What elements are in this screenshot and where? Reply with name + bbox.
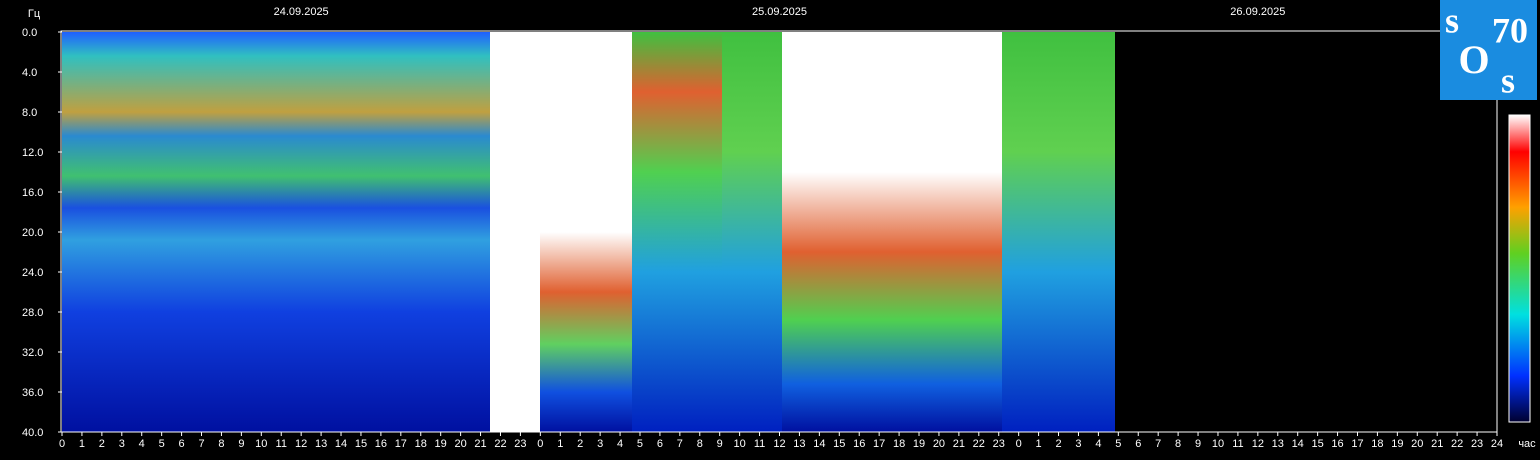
y-tick-label: 36.0 [22, 387, 43, 399]
x-tick-label: 7 [1155, 438, 1161, 450]
x-tick-label: 5 [1115, 438, 1121, 450]
x-tick-label: 22 [494, 438, 506, 450]
x-tick-label: 17 [873, 438, 885, 450]
x-tick-label: 15 [1312, 438, 1324, 450]
x-tick-label: 20 [454, 438, 466, 450]
logo-text: s [1445, 0, 1459, 40]
x-tick-label: 3 [119, 438, 125, 450]
y-tick-label: 4.0 [22, 67, 37, 79]
x-tick-label: 7 [198, 438, 204, 450]
x-tick-label: 9 [238, 438, 244, 450]
x-tick-label: 8 [697, 438, 703, 450]
x-tick-label: 14 [1292, 438, 1304, 450]
x-tick-label: 8 [1175, 438, 1181, 450]
y-tick-label: 24.0 [22, 267, 43, 279]
logo-text: s [1501, 60, 1515, 100]
x-tick-label: 23 [1471, 438, 1483, 450]
x-tick-label: 13 [793, 438, 805, 450]
date-label: 24.09.2025 [274, 6, 329, 18]
x-tick-label: 12 [1252, 438, 1264, 450]
y-tick-label: 28.0 [22, 307, 43, 319]
x-tick-label: 10 [734, 438, 746, 450]
x-tick-label: 19 [913, 438, 925, 450]
x-tick-label: 19 [1391, 438, 1403, 450]
x-tick-label: 18 [893, 438, 905, 450]
x-tick-label: 3 [597, 438, 603, 450]
x-tick-label: 1 [1036, 438, 1042, 450]
x-tick-label: 11 [1232, 438, 1243, 450]
y-axis-label: Гц [28, 8, 41, 20]
x-tick-label: 18 [1371, 438, 1383, 450]
x-tick-label: 10 [1212, 438, 1224, 450]
x-tick-label: 6 [1135, 438, 1141, 450]
x-axis-label: час [1518, 438, 1536, 450]
date-label: 25.09.2025 [752, 6, 807, 18]
x-tick-label: 12 [773, 438, 785, 450]
x-tick-label: 13 [315, 438, 327, 450]
x-tick-label: 0 [1016, 438, 1022, 450]
x-tick-label: 10 [255, 438, 267, 450]
x-tick-label: 20 [933, 438, 945, 450]
x-tick-label: 1 [557, 438, 563, 450]
logo: s 70 O s [1440, 0, 1537, 100]
x-tick-label: 21 [953, 438, 965, 450]
x-tick-label: 16 [853, 438, 865, 450]
x-tick-label: 22 [1451, 438, 1463, 450]
date-label: 26.09.2025 [1230, 6, 1285, 18]
x-tick-label: 24 [1491, 438, 1503, 450]
x-tick-label: 5 [637, 438, 643, 450]
x-tick-label: 4 [617, 438, 623, 450]
x-tick-label: 16 [1331, 438, 1343, 450]
y-tick-label: 8.0 [22, 107, 37, 119]
x-tick-label: 5 [159, 438, 165, 450]
logo-text: O [1458, 37, 1489, 82]
colorbar [1508, 114, 1531, 423]
x-tick-label: 19 [435, 438, 447, 450]
x-tick-label: 2 [577, 438, 583, 450]
x-tick-label: 4 [139, 438, 145, 450]
y-tick-label: 32.0 [22, 347, 43, 359]
spectrogram [62, 32, 1115, 432]
x-tick-label: 23 [514, 438, 526, 450]
x-tick-label: 6 [657, 438, 663, 450]
x-tick-label: 14 [813, 438, 825, 450]
x-tick-label: 11 [754, 438, 765, 450]
y-tick-label: 16.0 [22, 187, 43, 199]
logo-box [1440, 0, 1537, 100]
x-tick-label: 23 [993, 438, 1005, 450]
x-tick-label: 17 [395, 438, 407, 450]
x-tick-label: 21 [1431, 438, 1443, 450]
x-tick-label: 0 [59, 438, 65, 450]
x-tick-label: 6 [179, 438, 185, 450]
x-tick-label: 2 [99, 438, 105, 450]
x-tick-label: 13 [1272, 438, 1284, 450]
x-tick-label: 8 [218, 438, 224, 450]
x-tick-label: 2 [1055, 438, 1061, 450]
y-tick-label: 12.0 [22, 147, 43, 159]
x-tick-label: 18 [415, 438, 427, 450]
x-tick-label: 4 [1095, 438, 1101, 450]
x-tick-label: 11 [276, 438, 287, 450]
x-tick-label: 7 [677, 438, 683, 450]
x-tick-label: 1 [79, 438, 85, 450]
y-tick-label: 20.0 [22, 227, 43, 239]
x-tick-label: 14 [335, 438, 347, 450]
x-tick-label: 15 [833, 438, 845, 450]
x-tick-label: 0 [537, 438, 543, 450]
x-tick-label: 17 [1351, 438, 1363, 450]
x-tick-label: 12 [295, 438, 307, 450]
x-tick-label: 20 [1411, 438, 1423, 450]
x-tick-label: 3 [1075, 438, 1081, 450]
x-tick-label: 9 [717, 438, 723, 450]
x-tick-label: 21 [474, 438, 486, 450]
x-tick-label: 9 [1195, 438, 1201, 450]
y-tick-label: 0.0 [22, 27, 37, 39]
x-tick-label: 16 [375, 438, 387, 450]
x-tick-label: 15 [355, 438, 367, 450]
x-tick-label: 22 [973, 438, 985, 450]
logo-text: 70 [1492, 10, 1528, 50]
y-tick-label: 40.0 [22, 427, 43, 439]
